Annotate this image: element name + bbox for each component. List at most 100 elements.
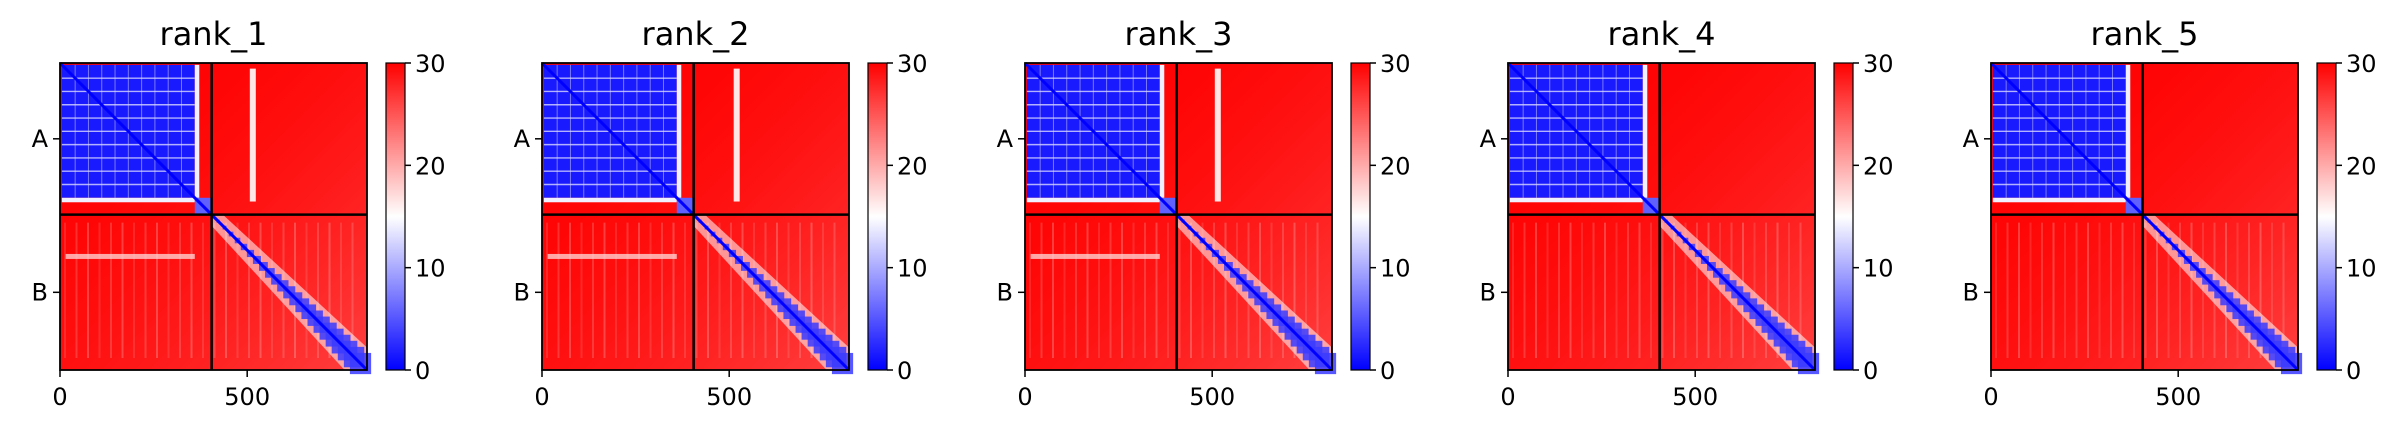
- noise-streak: [2098, 222, 2101, 358]
- colorbar-tick-label: 30: [897, 50, 928, 78]
- noise-streak: [2041, 222, 2043, 358]
- colorbar-tick-label: 20: [1863, 152, 1894, 180]
- noise-streak: [1178, 222, 1181, 358]
- noise-streak: [248, 222, 250, 358]
- noise-streak: [1190, 222, 1192, 358]
- noise-streak: [156, 222, 158, 358]
- noise-streak: [1995, 222, 1997, 358]
- noise-streak: [1213, 222, 1215, 358]
- plot-frame: [1507, 62, 1816, 371]
- chain-a-diagonal: [58, 61, 213, 216]
- noise-streak: [2018, 222, 2020, 358]
- y-tick-label: B: [32, 278, 48, 306]
- chain-a-diagonal: [540, 61, 695, 216]
- noise-streak: [2144, 222, 2147, 358]
- colorbar-tick-label: 0: [897, 357, 912, 385]
- noise-streak: [202, 222, 204, 358]
- colorbar-tick-label: 30: [2346, 50, 2377, 78]
- x-tick-label: 500: [1189, 383, 1235, 411]
- noise-streak: [2282, 222, 2285, 358]
- noise-streak: [833, 222, 836, 358]
- contact-stripe: [733, 68, 740, 202]
- noise-streak: [822, 222, 824, 358]
- domain-edge: [61, 197, 195, 203]
- noise-streak: [133, 222, 135, 358]
- chain-b-diagonal: [692, 213, 851, 372]
- noise-streak: [144, 222, 147, 358]
- noise-streak: [1604, 222, 1606, 358]
- x-tick-label: 0: [52, 383, 67, 411]
- noise-streak: [1569, 222, 1572, 358]
- domain-edge: [543, 197, 677, 203]
- noise-streak: [2052, 222, 2055, 358]
- noise-streak: [684, 222, 686, 358]
- contact-stripe: [547, 253, 677, 259]
- noise-streak: [1075, 222, 1077, 358]
- colorbar: [867, 62, 888, 371]
- noise-streak: [1638, 222, 1641, 358]
- domain-edge: [194, 64, 200, 198]
- noise-streak: [1098, 222, 1100, 358]
- domain-edge: [1509, 197, 1643, 203]
- noise-streak: [730, 222, 732, 358]
- y-tick-label: A: [32, 125, 49, 153]
- noise-streak: [340, 222, 342, 358]
- noise-streak: [799, 222, 801, 358]
- noise-streak: [98, 222, 101, 358]
- noise-streak: [1615, 222, 1618, 358]
- panel-title: rank_5: [2091, 15, 2199, 53]
- noise-streak: [1684, 222, 1687, 358]
- chain-b-diagonal: [1175, 213, 1334, 372]
- domain-edge: [2125, 64, 2131, 198]
- noise-streak: [328, 222, 331, 358]
- colorbar-tick-label: 0: [1863, 357, 1878, 385]
- noise-streak: [603, 222, 606, 358]
- noise-streak: [1627, 222, 1629, 358]
- noise-streak: [2167, 222, 2170, 358]
- y-tick-label: A: [514, 125, 531, 153]
- noise-streak: [2006, 222, 2009, 358]
- noise-streak: [1224, 222, 1227, 358]
- noise-streak: [1523, 222, 1526, 358]
- colorbar: [385, 62, 406, 371]
- contact-stripe: [1030, 253, 1160, 259]
- noise-streak: [1155, 222, 1158, 358]
- noise-streak: [75, 222, 78, 358]
- noise-streak: [1546, 222, 1549, 358]
- noise-streak: [64, 222, 66, 358]
- noise-streak: [305, 222, 308, 358]
- noise-streak: [225, 222, 227, 358]
- colorbar-tick-label: 10: [2346, 255, 2377, 283]
- colorbar-tick-label: 20: [1380, 152, 1411, 180]
- panel-rank_1: rank_1 A B 0 500 0 10 20 30: [32, 15, 446, 411]
- panel-rank_2: rank_2 A B 0 500 0 10 20 30: [514, 15, 928, 411]
- noise-streak: [718, 222, 721, 358]
- domain-edge: [676, 64, 682, 198]
- colorbar-tick-label: 20: [415, 152, 446, 180]
- noise-streak: [569, 222, 571, 358]
- noise-streak: [167, 222, 170, 358]
- colorbar: [1350, 62, 1371, 371]
- noise-streak: [592, 222, 594, 358]
- noise-streak: [1558, 222, 1560, 358]
- noise-streak: [580, 222, 583, 358]
- panel-title: rank_4: [1608, 15, 1716, 53]
- x-tick-label: 500: [2155, 383, 2201, 411]
- noise-streak: [1270, 222, 1273, 358]
- noise-streak: [2075, 222, 2078, 358]
- noise-streak: [1132, 222, 1135, 358]
- noise-streak: [110, 222, 112, 358]
- noise-streak: [351, 222, 354, 358]
- colorbar-tick-label: 20: [2346, 152, 2377, 180]
- chain-b-diagonal: [2141, 213, 2300, 372]
- noise-streak: [2133, 222, 2135, 358]
- panel-rank_3: rank_3 A B 0 500 0 10 20 30: [997, 15, 1411, 411]
- noise-streak: [2259, 222, 2262, 358]
- panel-title: rank_2: [642, 15, 750, 53]
- chain-b-diagonal: [1658, 213, 1817, 372]
- noise-streak: [741, 222, 744, 358]
- noise-streak: [1167, 222, 1169, 358]
- noise-streak: [1696, 222, 1698, 358]
- x-tick-label: 0: [1500, 383, 1515, 411]
- noise-streak: [259, 222, 262, 358]
